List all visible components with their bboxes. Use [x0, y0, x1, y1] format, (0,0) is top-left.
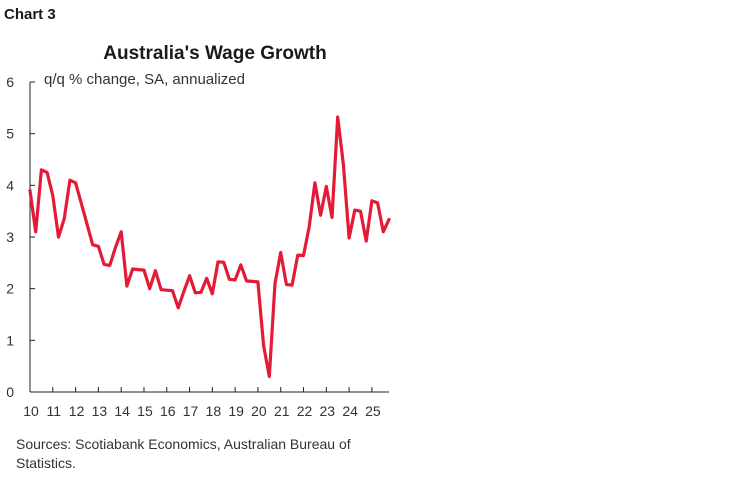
x-tick-label: 21	[274, 403, 290, 419]
x-tick-label: 20	[251, 403, 267, 419]
x-tick-label: 25	[365, 403, 381, 419]
x-tick-label: 23	[320, 403, 336, 419]
x-tick-label: 16	[160, 403, 176, 419]
x-tick-label: 10	[23, 403, 39, 419]
x-tick-label: 22	[297, 403, 313, 419]
wage-growth-line	[28, 115, 391, 379]
x-axis-ticks: 10 11 12 13 14 15 16 17 18 19 20 21 22 23 24 25	[23, 387, 381, 419]
y-tick-label: 1	[6, 332, 14, 348]
y-tick-label: 2	[6, 281, 14, 297]
x-tick-label: 12	[69, 403, 85, 419]
chart-axes	[29, 82, 389, 393]
x-tick-label: 18	[206, 403, 222, 419]
x-tick-label: 11	[47, 403, 62, 419]
y-axis-ticks: 0 1 2 3 4 5 6	[6, 74, 35, 400]
source-note: Sources: Scotiabank Economics, Australia…	[16, 436, 351, 471]
chart-number-label: Chart 3	[4, 6, 56, 23]
x-tick-label: 19	[228, 403, 244, 419]
x-tick-label: 17	[183, 403, 199, 419]
y-tick-label: 3	[6, 229, 14, 245]
y-tick-label: 4	[6, 177, 14, 193]
series-group	[28, 115, 391, 379]
y-tick-label: 6	[6, 74, 14, 90]
x-tick-label: 24	[342, 403, 358, 419]
chart-title: Australia's Wage Growth	[103, 43, 327, 64]
y-axis-unit-label: q/q % change, SA, annualized	[44, 71, 245, 88]
x-tick-label: 15	[137, 403, 153, 419]
x-tick-label: 13	[92, 403, 108, 419]
y-tick-label: 5	[6, 126, 14, 142]
y-tick-label: 0	[6, 384, 14, 400]
x-tick-label: 14	[114, 403, 130, 419]
